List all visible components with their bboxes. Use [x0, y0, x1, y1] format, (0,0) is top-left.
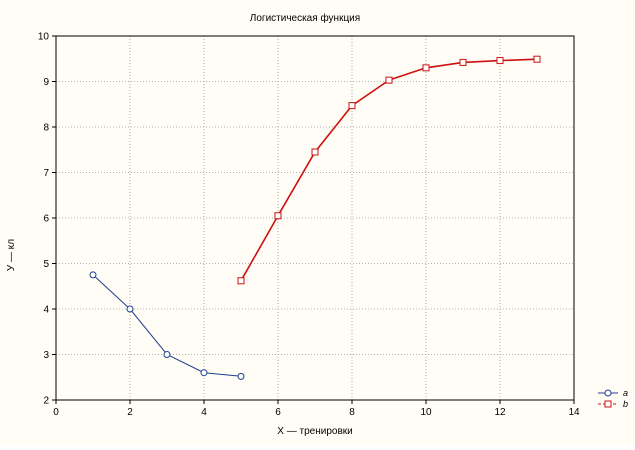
series [89, 55, 541, 380]
data-point-b [385, 76, 393, 84]
legend-marker [604, 400, 612, 408]
data-point-b [459, 58, 467, 66]
data-point-a [126, 305, 134, 313]
x-tick-label: 8 [349, 407, 355, 418]
y-tick-label: 4 [43, 305, 49, 316]
series-b [237, 55, 541, 285]
y-tick-label: 3 [43, 350, 49, 361]
x-tick-label: 10 [420, 407, 432, 418]
y-tick-label: 9 [43, 77, 49, 88]
y-tick-label: 7 [43, 168, 49, 179]
data-point-b [422, 64, 430, 72]
series-line-a [92, 274, 242, 377]
y-axis-title: У — кл [6, 239, 17, 271]
x-tick-label: 6 [275, 407, 281, 418]
chart-title: Логистическая функция [250, 12, 360, 24]
y-tick-label: 6 [43, 214, 49, 225]
data-point-b [237, 277, 245, 285]
data-point-a [89, 271, 97, 279]
legend-item-a: a [598, 388, 628, 398]
data-point-a [200, 369, 208, 377]
legend: ab [598, 388, 628, 409]
data-point-a [163, 351, 171, 358]
legend-label: a [623, 388, 628, 398]
data-point-b [533, 55, 541, 63]
series-a [89, 271, 245, 380]
x-tick-label: 12 [494, 407, 506, 418]
x-tick-label: 4 [201, 407, 207, 418]
y-tick-label: 8 [43, 123, 49, 134]
legend-item-b: b [598, 399, 628, 409]
data-point-b [348, 102, 356, 110]
x-tick-label: 0 [53, 407, 59, 418]
x-axis-title: X — тренировки [277, 426, 352, 437]
y-tick-label: 5 [43, 259, 49, 270]
legend-marker [604, 389, 612, 397]
grid [56, 36, 574, 400]
legend-label: b [623, 399, 628, 409]
data-point-a [237, 372, 245, 380]
data-point-b [496, 57, 504, 65]
y-tick-label: 2 [43, 396, 49, 407]
data-point-b [311, 148, 319, 156]
x-tick-label: 2 [127, 407, 133, 418]
series-line-b [240, 58, 538, 282]
y-tick-label: 10 [38, 32, 50, 43]
data-point-b [274, 212, 282, 220]
x-tick-label: 14 [568, 407, 580, 418]
